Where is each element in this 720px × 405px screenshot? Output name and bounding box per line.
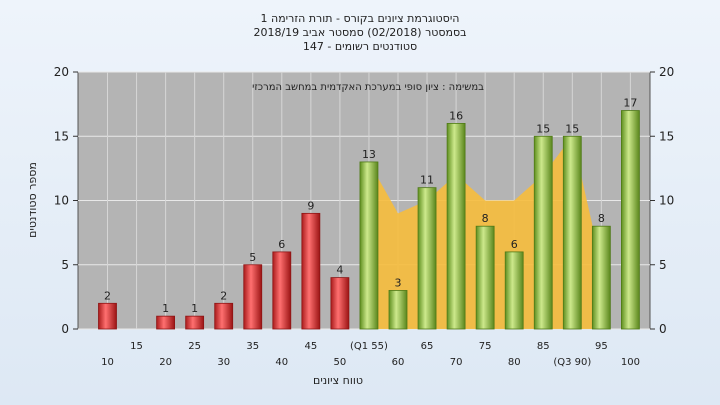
- y-tick-left-3: 15: [54, 129, 69, 143]
- bar-10: [98, 302, 117, 330]
- value-label-80: 6: [511, 238, 518, 251]
- x-tick-35: 35: [246, 341, 259, 352]
- x-tick-95: 95: [595, 341, 608, 352]
- bar-65: [417, 187, 437, 330]
- x-tick-30: 30: [217, 357, 230, 368]
- x-axis: 10 15 20 25 30 35 40 45 50(Q1 55) 60 65 70 75 80 85(Q3…: [101, 341, 640, 368]
- x-tick-55: (Q1 55): [350, 341, 388, 352]
- x-tick-10: 10: [101, 357, 114, 368]
- x-tick-45: 45: [304, 341, 317, 352]
- x-tick-65: 65: [421, 341, 434, 352]
- y-axis-left: 0 5 10 15 20: [54, 65, 78, 336]
- x-tick-85: 85: [537, 341, 550, 352]
- chart-title: היסטוגרמת ציונים בקורס - תורת הזרימה 1 ב…: [253, 12, 466, 53]
- y-tick-right-4: 20: [659, 65, 674, 79]
- value-label-100: 17: [623, 97, 637, 110]
- x-tick-40: 40: [275, 357, 288, 368]
- bar-55: [359, 161, 379, 330]
- bars: [98, 110, 640, 330]
- y-tick-right-1: 5: [659, 258, 667, 272]
- bar-70: [446, 123, 466, 330]
- bar-95: [591, 225, 611, 330]
- value-label-90: 15: [565, 122, 579, 135]
- x-tick-60: 60: [392, 357, 405, 368]
- y-tick-left-4: 20: [54, 65, 69, 79]
- bar-35: [243, 264, 263, 330]
- y-axis-title: מספר סטודנטים: [26, 162, 39, 238]
- bar-50: [330, 277, 350, 330]
- x-tick-80: 80: [508, 357, 521, 368]
- value-label-20: 1: [162, 302, 169, 315]
- bar-85: [533, 135, 553, 330]
- x-tick-100: 100: [621, 357, 640, 368]
- y-tick-left-1: 5: [61, 258, 69, 272]
- chart-annotation: במשימה : ציון סופי במערכת האקדמית במחשב …: [252, 82, 484, 93]
- title-line-2: בסמסטר (02/2018) סמסטר אביב 2018/19: [253, 26, 466, 39]
- value-label-65: 11: [420, 174, 434, 187]
- y-tick-right-3: 15: [659, 129, 674, 143]
- bar-80: [504, 251, 524, 330]
- value-label-45: 9: [307, 199, 314, 212]
- bar-100: [621, 110, 640, 330]
- x-tick-50: 50: [334, 357, 347, 368]
- value-label-25: 1: [191, 302, 198, 315]
- bar-60: [388, 290, 408, 330]
- value-label-70: 16: [449, 109, 463, 122]
- bar-20: [156, 315, 176, 330]
- x-tick-20: 20: [159, 357, 172, 368]
- x-tick-90: (Q3 90): [553, 357, 591, 368]
- value-label-55: 13: [362, 148, 376, 161]
- bar-45: [301, 212, 321, 330]
- bar-25: [185, 315, 205, 330]
- x-tick-25: 25: [188, 341, 201, 352]
- value-label-60: 3: [395, 276, 402, 289]
- title-line-1: היסטוגרמת ציונים בקורס - תורת הזרימה 1: [261, 12, 460, 25]
- value-label-95: 8: [598, 212, 605, 225]
- y-tick-right-0: 0: [659, 322, 667, 336]
- value-label-30: 2: [220, 289, 227, 302]
- title-line-3: סטודנטים רשומים - 147: [303, 40, 417, 53]
- value-label-75: 8: [482, 212, 489, 225]
- y-tick-left-0: 0: [61, 322, 69, 336]
- bar-40: [272, 251, 292, 330]
- value-label-50: 4: [336, 264, 343, 277]
- value-label-40: 6: [278, 238, 285, 251]
- value-label-85: 15: [536, 122, 550, 135]
- y-axis-right: 0 5 10 15 20: [650, 65, 674, 336]
- bar-30: [214, 302, 234, 330]
- x-axis-title: טווח ציונים: [313, 374, 363, 387]
- x-tick-15: 15: [130, 341, 143, 352]
- x-tick-70: 70: [450, 357, 463, 368]
- y-tick-left-2: 10: [54, 194, 69, 208]
- value-label-35: 5: [249, 251, 256, 264]
- x-tick-75: 75: [479, 341, 492, 352]
- bar-75: [475, 225, 495, 330]
- value-label-10: 2: [104, 289, 111, 302]
- bar-90: [562, 135, 582, 330]
- y-tick-right-2: 10: [659, 194, 674, 208]
